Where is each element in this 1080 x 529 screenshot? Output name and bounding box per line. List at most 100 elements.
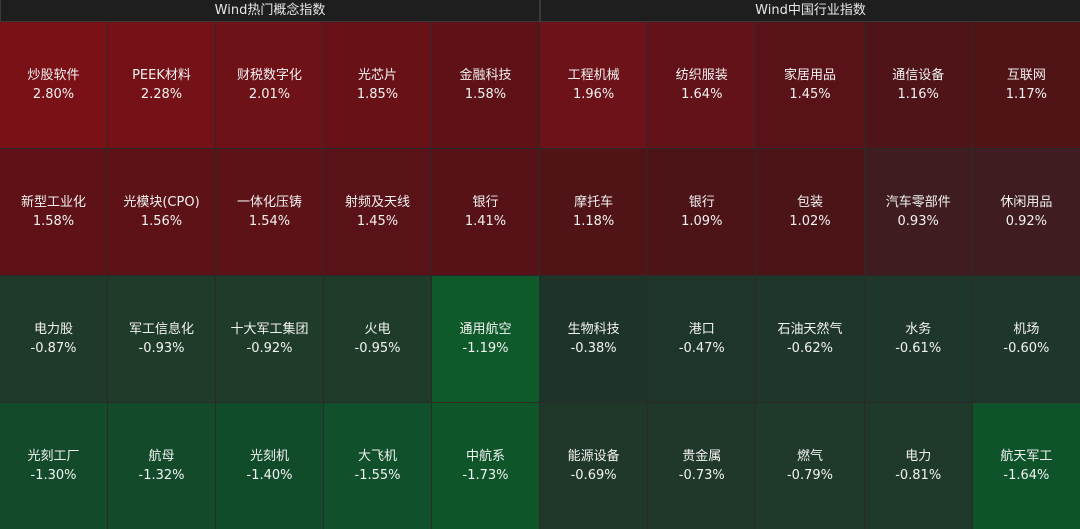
tile-name: 十大军工集团: [230, 322, 309, 337]
concept-tile[interactable]: 十大军工集团 -0.92%: [216, 276, 323, 402]
concept-tile[interactable]: 一体化压铸 1.54%: [216, 149, 323, 275]
tile-name: 新型工业化: [20, 195, 86, 210]
tile-name: 军工信息化: [128, 322, 194, 337]
tile-name: 航天军工: [1000, 449, 1053, 464]
tile-name: 航母: [148, 449, 175, 464]
tile-change-percent: 1.16%: [897, 87, 939, 102]
tile-change-percent: 1.17%: [1005, 87, 1048, 102]
industry-tile[interactable]: 港口 -0.47%: [648, 276, 756, 402]
industry-tile[interactable]: 通信设备 1.16%: [864, 22, 972, 148]
tile-name: 银行: [688, 195, 715, 210]
industry-tile[interactable]: 家居用品 1.45%: [756, 22, 864, 148]
industry-tile[interactable]: 休闲用品 0.92%: [972, 149, 1080, 275]
industry-tile[interactable]: 石油天然气 -0.62%: [756, 276, 864, 402]
tile-change-percent: -0.81%: [895, 468, 942, 483]
tile-name: 生物科技: [567, 322, 620, 337]
industry-tile[interactable]: 燃气 -0.79%: [756, 403, 864, 529]
tile-name: 互联网: [1006, 68, 1046, 83]
concept-tile[interactable]: 银行 1.41%: [432, 149, 539, 275]
tile-change-percent: 1.45%: [789, 87, 831, 102]
industry-index-title: Wind中国行业指数: [539, 0, 1080, 22]
tile-change-percent: 0.92%: [1005, 214, 1048, 229]
tile-name: 光芯片: [357, 68, 397, 83]
tile-change-percent: 2.80%: [32, 87, 75, 102]
tile-change-percent: -1.73%: [462, 468, 509, 483]
industry-tile[interactable]: 机场 -0.60%: [972, 276, 1080, 402]
concept-tile[interactable]: 金融科技 1.58%: [432, 22, 539, 148]
industry-tile[interactable]: 电力 -0.81%: [864, 403, 972, 529]
tile-change-percent: 1.54%: [248, 214, 291, 229]
concept-index-title: Wind热门概念指数: [0, 0, 539, 22]
industry-tile[interactable]: 银行 1.09%: [648, 149, 756, 275]
tile-name: 通用航空: [459, 322, 512, 337]
concept-tile[interactable]: 射频及天线 1.45%: [324, 149, 431, 275]
concept-tile[interactable]: 大飞机 -1.55%: [324, 403, 431, 529]
tile-change-percent: -0.69%: [570, 468, 617, 483]
tile-change-percent: -0.79%: [786, 468, 833, 483]
concept-tile[interactable]: 电力股 -0.87%: [0, 276, 107, 402]
tile-change-percent: 1.02%: [789, 214, 831, 229]
concept-tile[interactable]: 光模块(CPO) 1.56%: [108, 149, 215, 275]
industry-tile[interactable]: 航天军工 -1.64%: [972, 403, 1080, 529]
tile-change-percent: -1.19%: [462, 341, 509, 356]
tile-name: 通信设备: [892, 68, 945, 83]
tile-change-percent: -0.92%: [246, 341, 293, 356]
tile-name: 石油天然气: [777, 322, 843, 337]
concept-tile[interactable]: 光刻工厂 -1.30%: [0, 403, 107, 529]
tile-change-percent: -0.47%: [678, 341, 725, 356]
tile-name: 光刻工厂: [27, 449, 80, 464]
industry-index-panel: Wind中国行业指数 工程机械 1.96% 纺织服装 1.64% 家居用品 1.45% 通信…: [539, 0, 1080, 529]
industry-tile[interactable]: 互联网 1.17%: [972, 22, 1080, 148]
tile-change-percent: 1.58%: [464, 87, 507, 102]
industry-tile[interactable]: 生物科技 -0.38%: [540, 276, 648, 402]
industry-tile[interactable]: 贵金属 -0.73%: [648, 403, 756, 529]
concept-tile[interactable]: 新型工业化 1.58%: [0, 149, 107, 275]
concept-index-grid: 炒股软件 2.80% PEEK材料 2.28% 财税数字化 2.01% 光芯片 1.85% 金融…: [0, 22, 539, 529]
tile-name: 家居用品: [783, 68, 836, 83]
industry-tile[interactable]: 包装 1.02%: [756, 149, 864, 275]
tile-name: 休闲用品: [1000, 195, 1053, 210]
tile-name: 金融科技: [459, 68, 512, 83]
industry-tile[interactable]: 摩托车 1.18%: [540, 149, 648, 275]
tile-change-percent: -0.38%: [570, 341, 617, 356]
tile-change-percent: 1.85%: [356, 87, 399, 102]
tile-change-percent: 1.96%: [572, 87, 615, 102]
tile-name: PEEK材料: [132, 68, 191, 83]
concept-tile[interactable]: PEEK材料 2.28%: [108, 22, 215, 148]
tile-name: 光模块(CPO): [123, 195, 200, 210]
concept-index-panel: Wind热门概念指数 炒股软件 2.80% PEEK材料 2.28% 财税数字化 2.01…: [0, 0, 539, 529]
concept-tile[interactable]: 光芯片 1.85%: [324, 22, 431, 148]
tile-name: 贵金属: [682, 449, 722, 464]
tile-name: 港口: [688, 322, 715, 337]
tile-name: 能源设备: [567, 449, 620, 464]
concept-tile[interactable]: 航母 -1.32%: [108, 403, 215, 529]
tile-name: 工程机械: [567, 68, 620, 83]
tile-change-percent: -0.60%: [1003, 341, 1050, 356]
concept-tile[interactable]: 中航系 -1.73%: [432, 403, 539, 529]
tile-change-percent: 1.56%: [140, 214, 183, 229]
industry-tile[interactable]: 能源设备 -0.69%: [540, 403, 648, 529]
tile-name: 电力股: [33, 322, 73, 337]
industry-tile[interactable]: 工程机械 1.96%: [540, 22, 648, 148]
tile-name: 射频及天线: [344, 195, 410, 210]
tile-name: 汽车零部件: [885, 195, 951, 210]
tile-change-percent: -1.55%: [354, 468, 401, 483]
industry-tile[interactable]: 汽车零部件 0.93%: [864, 149, 972, 275]
concept-tile[interactable]: 军工信息化 -0.93%: [108, 276, 215, 402]
concept-tile[interactable]: 财税数字化 2.01%: [216, 22, 323, 148]
tile-name: 纺织服装: [675, 68, 728, 83]
concept-tile[interactable]: 通用航空 -1.19%: [432, 276, 539, 402]
industry-tile[interactable]: 水务 -0.61%: [864, 276, 972, 402]
tile-change-percent: 2.01%: [248, 87, 291, 102]
tile-name: 银行: [472, 195, 499, 210]
industry-tile[interactable]: 纺织服装 1.64%: [648, 22, 756, 148]
concept-tile[interactable]: 炒股软件 2.80%: [0, 22, 107, 148]
concept-tile[interactable]: 火电 -0.95%: [324, 276, 431, 402]
tile-name: 燃气: [796, 449, 823, 464]
concept-tile[interactable]: 光刻机 -1.40%: [216, 403, 323, 529]
tile-change-percent: -0.87%: [30, 341, 77, 356]
tile-change-percent: 2.28%: [140, 87, 183, 102]
tile-change-percent: -1.30%: [30, 468, 77, 483]
tile-change-percent: 1.41%: [464, 214, 507, 229]
